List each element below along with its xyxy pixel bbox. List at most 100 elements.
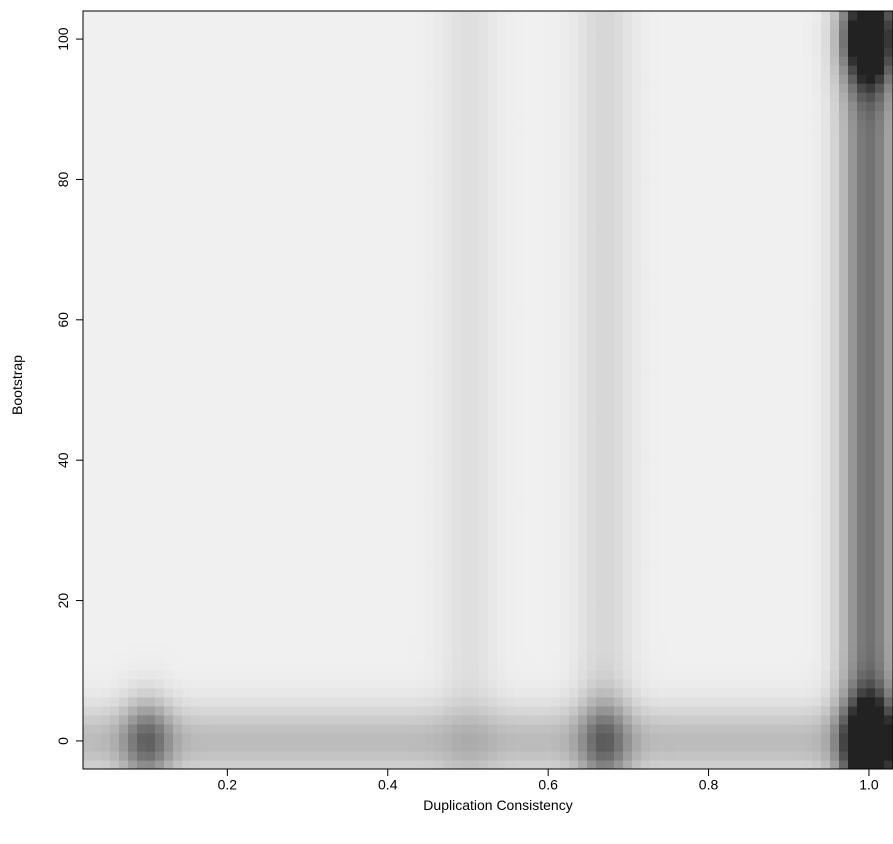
heatmap-cell: [461, 624, 471, 635]
heatmap-cell: [425, 723, 435, 734]
heatmap-cell: [398, 462, 408, 472]
heatmap-cell: [515, 444, 525, 454]
heatmap-cell: [326, 200, 336, 211]
heatmap-cell: [452, 408, 462, 418]
heatmap-cell: [398, 723, 408, 734]
heatmap-cell: [362, 362, 372, 373]
heatmap-cell: [380, 741, 390, 752]
heatmap-cell: [110, 263, 120, 274]
heatmap-cell: [362, 344, 372, 355]
heatmap-cell: [524, 615, 534, 626]
heatmap-cell: [299, 218, 309, 229]
heatmap-cell: [515, 507, 525, 517]
heatmap-cell: [335, 417, 345, 427]
heatmap-cell: [596, 254, 606, 265]
heatmap-cell: [470, 687, 480, 698]
heatmap-cell: [317, 606, 327, 617]
heatmap-cell: [362, 453, 372, 463]
heatmap-cell: [569, 272, 579, 283]
heatmap-cell: [443, 335, 453, 346]
heatmap-cell: [299, 74, 309, 84]
heatmap-cell: [281, 426, 291, 436]
heatmap-cell: [119, 696, 129, 707]
heatmap-cell: [128, 218, 138, 229]
heatmap-cell: [290, 218, 300, 229]
heatmap-cell: [137, 462, 147, 472]
heatmap-cell: [326, 660, 336, 671]
heatmap-cell: [182, 272, 192, 283]
heatmap-cell: [245, 525, 255, 535]
heatmap-cell: [506, 588, 516, 599]
heatmap-cell: [407, 146, 417, 156]
heatmap-cell: [344, 245, 354, 256]
heatmap-cell: [605, 516, 615, 526]
heatmap-cell: [254, 308, 264, 319]
heatmap-cell: [362, 552, 372, 563]
heatmap-cell: [164, 408, 174, 418]
heatmap-cell: [488, 83, 498, 93]
heatmap-cell: [137, 624, 147, 635]
heatmap-cell: [497, 750, 507, 761]
heatmap-cell: [434, 245, 444, 256]
heatmap-cell: [281, 290, 291, 301]
heatmap-cell: [101, 92, 111, 102]
heatmap-cell: [128, 741, 138, 752]
heatmap-cell: [263, 714, 273, 725]
heatmap-cell: [92, 236, 102, 247]
heatmap-cell: [200, 696, 210, 707]
heatmap-cell: [245, 642, 255, 653]
heatmap-cell: [182, 516, 192, 526]
heatmap-cell: [281, 660, 291, 671]
heatmap-cell: [101, 525, 111, 535]
heatmap-cell: [326, 353, 336, 364]
heatmap-cell: [146, 732, 156, 743]
heatmap-cell: [281, 588, 291, 599]
heatmap-cell: [335, 11, 345, 21]
heatmap-cell: [479, 299, 489, 310]
heatmap-cell: [515, 38, 525, 48]
heatmap-cell: [191, 498, 201, 508]
heatmap-cell: [236, 290, 246, 301]
heatmap-cell: [425, 209, 435, 220]
heatmap-cell: [128, 687, 138, 698]
heatmap-cell: [344, 371, 354, 382]
heatmap-cell: [326, 11, 336, 21]
heatmap-cell: [461, 353, 471, 364]
heatmap-cell: [164, 353, 174, 364]
heatmap-cell: [434, 417, 444, 427]
heatmap-cell: [425, 669, 435, 680]
heatmap-cell: [524, 741, 534, 752]
heatmap-cell: [281, 20, 291, 30]
heatmap-cell: [137, 678, 147, 689]
heatmap-cell: [479, 317, 489, 328]
heatmap-cell: [353, 444, 363, 454]
heatmap-cell: [569, 561, 579, 572]
heatmap-cell: [542, 750, 552, 761]
heatmap-cell: [218, 723, 228, 734]
heatmap-cell: [200, 362, 210, 373]
heatmap-cell: [344, 732, 354, 743]
heatmap-cell: [578, 588, 588, 599]
heatmap-cell: [578, 489, 588, 499]
heatmap-cell: [479, 687, 489, 698]
heatmap-cell: [488, 74, 498, 84]
heatmap-cell: [200, 723, 210, 734]
heatmap-cell: [335, 362, 345, 373]
heatmap-cell: [308, 705, 318, 716]
heatmap-cell: [254, 543, 264, 554]
heatmap-cell: [110, 471, 120, 481]
heatmap-cell: [164, 453, 174, 463]
heatmap-cell: [227, 471, 237, 481]
heatmap-cell: [398, 633, 408, 644]
heatmap-cell: [524, 435, 534, 445]
heatmap-cell: [380, 714, 390, 725]
heatmap-cell: [299, 624, 309, 635]
heatmap-cell: [173, 83, 183, 93]
heatmap-cell: [200, 588, 210, 599]
heatmap-cell: [227, 741, 237, 752]
heatmap-cell: [227, 588, 237, 599]
heatmap-cell: [101, 669, 111, 680]
heatmap-cell: [299, 353, 309, 364]
heatmap-cell: [452, 173, 462, 184]
heatmap-cell: [533, 480, 543, 490]
